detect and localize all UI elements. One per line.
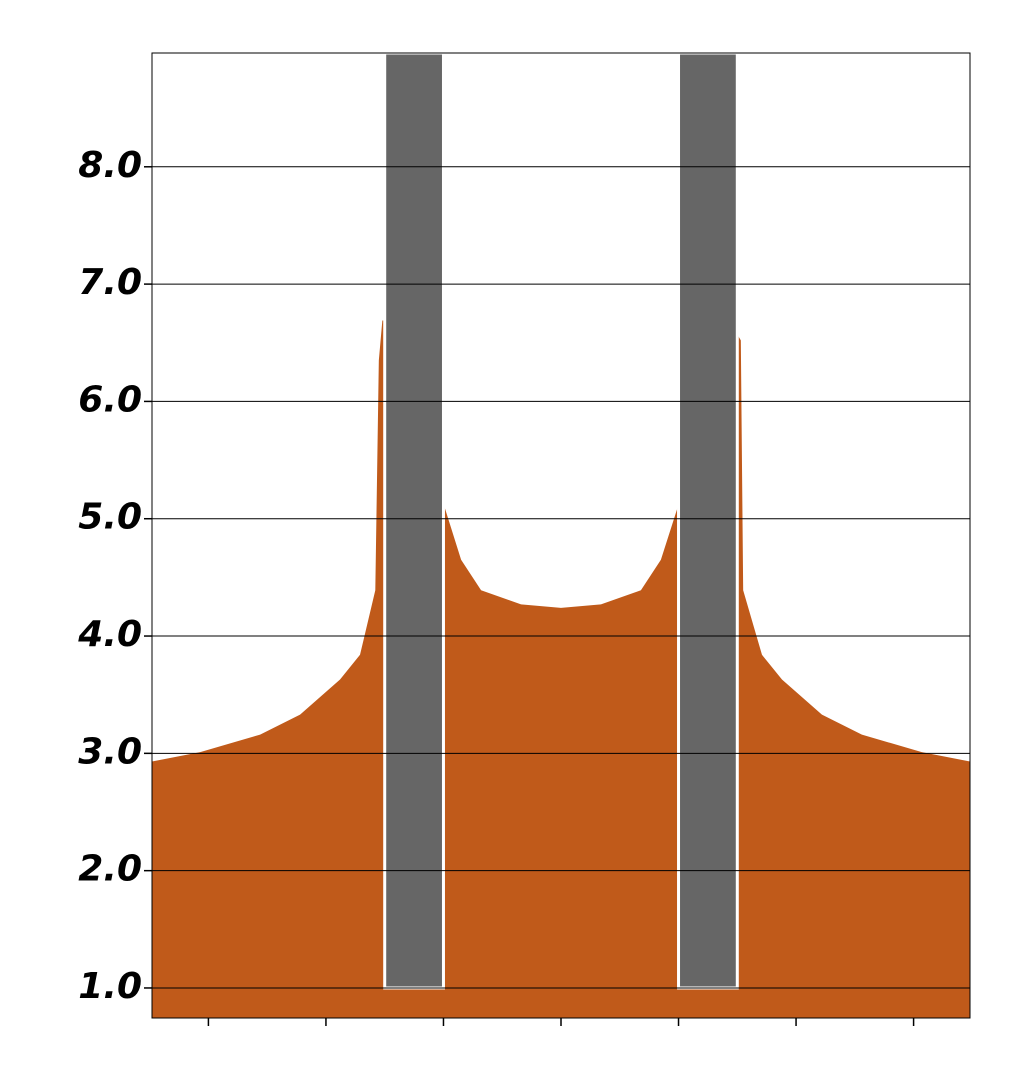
plot-frame — [151, 52, 971, 1019]
y-tick-label: 5.0 — [78, 497, 142, 538]
obstacle — [383, 51, 445, 990]
y-tick-label: 4.0 — [77, 614, 142, 655]
y-tick-label: 1.0 — [78, 966, 142, 1007]
area — [152, 320, 970, 1018]
y-tick-label: 3.0 — [78, 731, 142, 772]
y-tick-label: 7.0 — [78, 262, 142, 303]
y-tick-label: 8.0 — [78, 145, 142, 186]
y-tick-label: 2.0 — [78, 849, 142, 890]
obstacle — [677, 51, 739, 990]
y-tick-label: 6.0 — [78, 379, 142, 420]
